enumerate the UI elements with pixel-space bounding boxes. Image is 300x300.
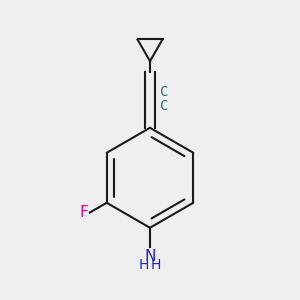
Text: H: H	[151, 258, 161, 272]
Text: F: F	[80, 205, 88, 220]
Text: N: N	[144, 249, 156, 264]
Text: C: C	[160, 85, 168, 99]
Text: H: H	[139, 258, 149, 272]
Text: C: C	[160, 99, 168, 112]
